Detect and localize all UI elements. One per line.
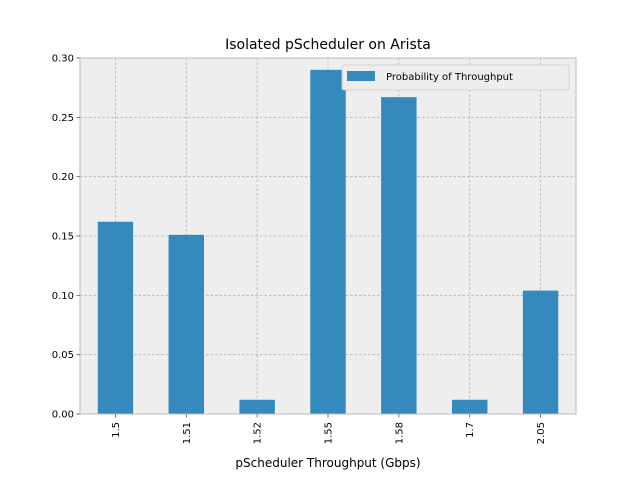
y-tick-label: 0.10	[52, 291, 74, 302]
x-tick-label: 2.05	[536, 422, 547, 444]
y-tick-label: 0.30	[52, 54, 74, 65]
y-tick-label: 0.25	[52, 113, 74, 124]
chart-title: Isolated pScheduler on Arista	[225, 37, 431, 53]
bar-1.51	[168, 234, 204, 414]
bar-1.55	[310, 69, 346, 414]
legend-label: Probability of Throughput	[386, 72, 513, 83]
x-tick-label: 1.58	[394, 422, 405, 444]
bar-1.58	[381, 97, 417, 414]
y-axis-ticks: 0.00 0.05 0.10 0.15 0.20 0.25 0.30	[52, 54, 80, 421]
bar-1.52	[239, 399, 275, 414]
legend: Probability of Throughput	[341, 64, 570, 91]
x-tick-label: 1.52	[253, 422, 264, 444]
legend-box	[341, 64, 570, 91]
y-tick-label: 0.15	[52, 232, 74, 243]
x-tick-label: 1.51	[182, 422, 193, 444]
y-tick-label: 0.20	[52, 172, 74, 183]
x-axis-ticks: 1.5 1.51 1.52 1.55 1.58 1.7 2.05	[111, 414, 547, 444]
x-axis-label: pScheduler Throughput (Gbps)	[235, 456, 420, 470]
bars	[97, 69, 559, 414]
legend-swatch	[347, 71, 375, 81]
bar-2.05	[522, 290, 559, 414]
x-tick-label: 1.7	[465, 422, 476, 438]
y-tick-label: 0.00	[52, 410, 74, 421]
y-tick-label: 0.05	[52, 350, 74, 361]
bar-1.5	[97, 221, 134, 414]
x-tick-label: 1.5	[111, 422, 122, 438]
bar-1.7	[452, 399, 488, 414]
x-tick-label: 1.55	[324, 422, 335, 444]
